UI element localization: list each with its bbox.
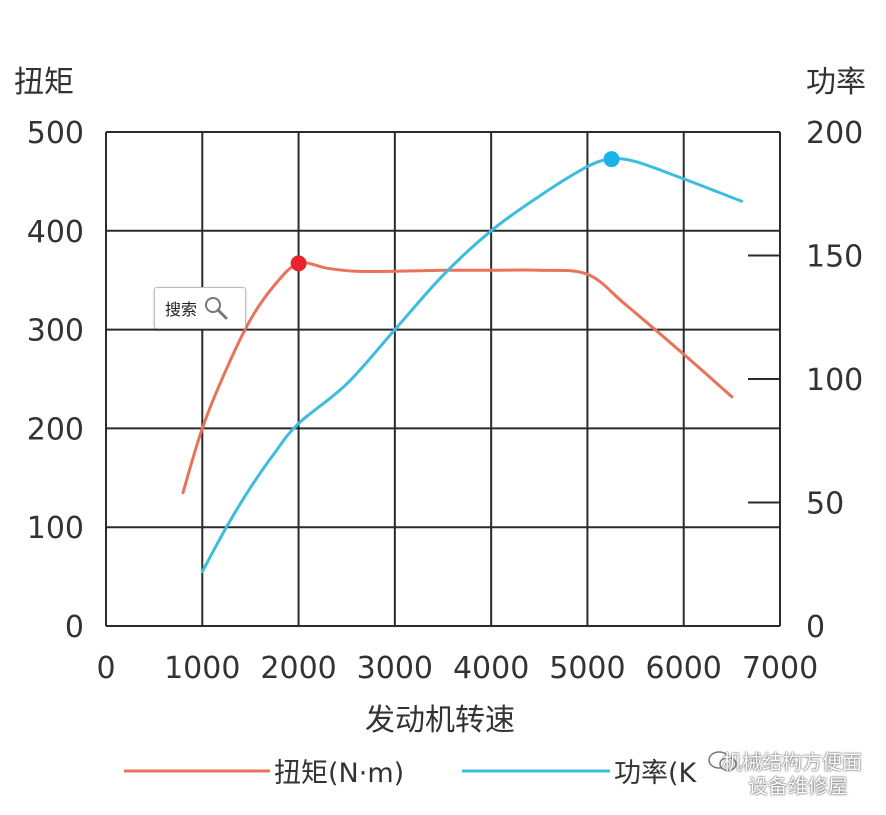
x-tick-label-5: 5000 xyxy=(549,651,625,686)
x-axis-title: 发动机转速 xyxy=(365,703,515,738)
right-tick-label-2: 100 xyxy=(806,363,863,398)
right-axis-tick-labels: 0 50 100 150 200 xyxy=(806,116,863,645)
watermark-line-2: 设备维修屋 xyxy=(748,774,848,798)
left-tick-label-5: 500 xyxy=(27,116,84,151)
right-tick-label-0: 0 xyxy=(806,610,825,645)
left-tick-label-1: 100 xyxy=(27,511,84,546)
x-tick-label-2: 2000 xyxy=(260,651,336,686)
power-peak-marker xyxy=(603,151,620,168)
left-tick-label-4: 400 xyxy=(27,215,84,250)
magnifier-icon xyxy=(205,297,228,320)
x-axis-tick-labels: 0 1000 2000 3000 4000 5000 6000 7000 xyxy=(96,651,818,686)
legend-label-torque: 扭矩(N·m) xyxy=(274,758,404,789)
left-tick-label-0: 0 xyxy=(65,610,84,645)
x-tick-label-7: 7000 xyxy=(742,651,818,686)
watermark-line-1: 机械结构方便面 xyxy=(722,750,862,774)
legend: 扭矩(N·m) 功率(K xyxy=(124,758,698,789)
search-button-label: 搜索 xyxy=(165,300,198,319)
search-button[interactable]: 搜索 xyxy=(154,287,246,329)
legend-label-power: 功率(K xyxy=(614,758,698,789)
right-tick-label-4: 200 xyxy=(806,116,863,151)
right-axis-title: 功率 xyxy=(806,65,866,100)
x-tick-label-0: 0 xyxy=(96,651,115,686)
torque-curve xyxy=(181,261,734,495)
series-layer xyxy=(181,151,743,574)
x-tick-label-3: 3000 xyxy=(357,651,433,686)
left-tick-label-3: 300 xyxy=(27,314,84,349)
left-axis-tick-labels: 0 100 200 300 400 500 xyxy=(27,116,84,645)
x-tick-label-4: 4000 xyxy=(453,651,529,686)
right-axis-tick-marks xyxy=(748,254,780,504)
watermark: 机械结构方便面 设备维修屋 xyxy=(708,746,878,798)
left-tick-label-2: 200 xyxy=(27,412,84,447)
grid-lines xyxy=(105,131,781,627)
x-tick-label-1: 1000 xyxy=(164,651,240,686)
torque-peak-marker xyxy=(290,255,307,272)
power-curve xyxy=(200,157,743,574)
right-tick-label-3: 150 xyxy=(806,240,863,275)
x-tick-label-6: 6000 xyxy=(646,651,722,686)
right-tick-label-1: 50 xyxy=(806,487,844,522)
left-axis-title: 扭矩 xyxy=(14,65,74,100)
wechat-icon xyxy=(708,751,737,772)
